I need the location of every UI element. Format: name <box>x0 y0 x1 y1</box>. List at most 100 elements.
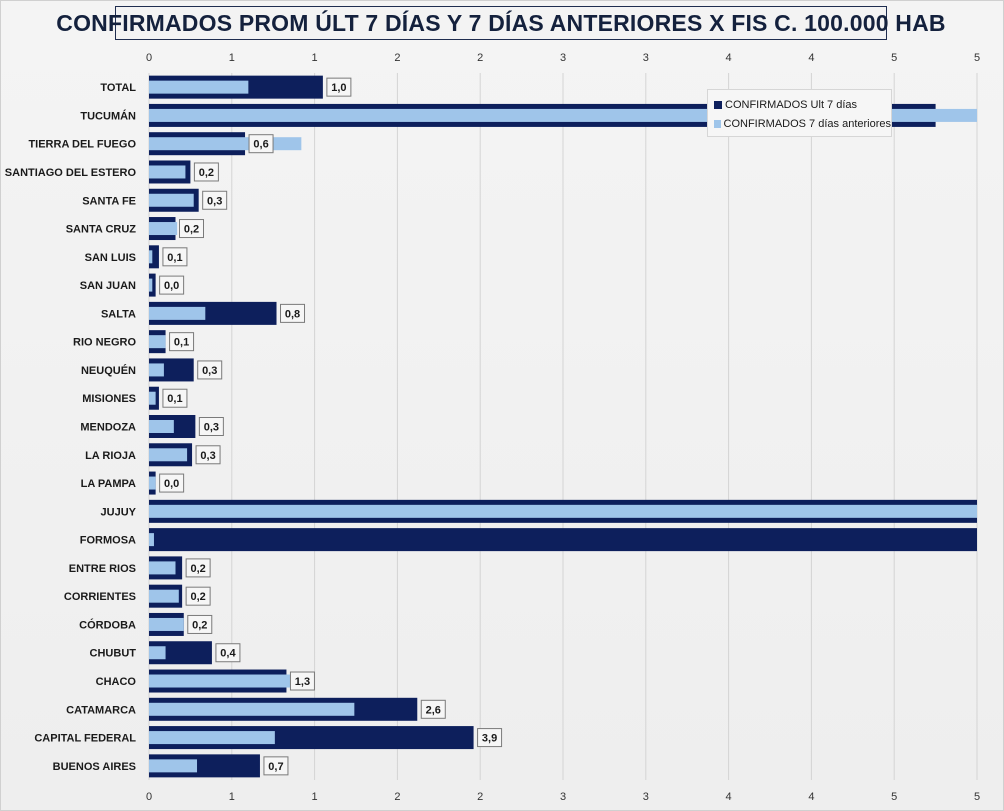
category-label: FORMOSA <box>80 535 136 547</box>
data-label-box <box>159 473 185 493</box>
x-tick-label-top: 0 <box>146 52 152 64</box>
category-label: CHACO <box>96 676 137 688</box>
x-tick-label-top: 3 <box>643 52 649 64</box>
data-label-box <box>280 303 306 323</box>
x-tick-label-bottom: 4 <box>726 791 732 803</box>
x-tick-label-bottom: 1 <box>312 791 318 803</box>
category-label: SALTA <box>101 308 136 320</box>
bar-previous <box>149 137 302 151</box>
data-label: 0,6 <box>253 139 268 151</box>
data-label: 0,0 <box>164 280 179 292</box>
data-label: 3,9 <box>482 733 497 745</box>
category-label: MENDOZA <box>80 422 136 434</box>
data-label-box <box>198 417 224 436</box>
data-label: 0,1 <box>174 337 189 349</box>
bar-previous <box>149 759 198 773</box>
data-label: 1,3 <box>295 676 310 688</box>
legend-label-current: CONFIRMADOS Ult 7 días <box>725 98 858 111</box>
data-label: 0,8 <box>285 308 300 320</box>
x-tick-label-bottom: 3 <box>560 791 566 803</box>
bar-previous <box>149 448 188 462</box>
data-label-box <box>326 77 352 97</box>
data-label: 0,2 <box>199 167 214 179</box>
bar-current <box>149 245 159 269</box>
data-label: 0,0 <box>164 478 179 490</box>
data-label-box <box>162 388 188 408</box>
bar-previous <box>149 731 275 745</box>
data-label: 0,4 <box>220 648 236 660</box>
data-label-box <box>195 445 221 465</box>
bar-previous <box>149 363 164 377</box>
legend-swatch-current <box>714 100 722 109</box>
x-tick-label-top: 5 <box>891 52 897 64</box>
bar-previous <box>149 278 153 292</box>
data-label: 2,6 <box>426 704 441 716</box>
category-label: BUENOS AIRES <box>53 761 136 773</box>
category-label: LA PAMPA <box>81 478 136 490</box>
bar-previous <box>149 165 186 179</box>
category-label: CATAMARCA <box>66 704 136 716</box>
category-label: SANTIAGO DEL ESTERO <box>5 167 137 179</box>
data-label-box <box>202 190 228 210</box>
bar-previous <box>149 646 166 660</box>
data-label-box <box>420 699 446 719</box>
x-tick-label-bottom: 2 <box>394 791 400 803</box>
x-tick-label-bottom: 0 <box>146 791 152 803</box>
bar-previous <box>149 504 977 518</box>
bar-previous <box>149 391 156 405</box>
category-label: TOTAL <box>100 82 136 94</box>
bar-current <box>149 528 977 552</box>
bar-previous <box>149 674 305 688</box>
legend-item-previous: CONFIRMADOS 7 días anteriores <box>714 114 891 133</box>
legend-item-current: CONFIRMADOS Ult 7 días <box>714 95 891 114</box>
x-tick-label-bottom: 2 <box>477 791 483 803</box>
x-tick-label-top: 4 <box>726 52 732 64</box>
data-label-box <box>289 671 315 691</box>
data-label-box <box>187 614 213 634</box>
data-label-box <box>169 332 195 352</box>
category-label: SAN JUAN <box>80 280 136 292</box>
bar-previous <box>149 193 194 207</box>
bar-previous <box>149 589 179 603</box>
data-label-box <box>185 558 211 578</box>
bar-previous <box>149 306 206 320</box>
data-label: 0,3 <box>204 422 219 434</box>
bar-previous <box>149 561 176 575</box>
category-label: SANTA FE <box>82 195 136 207</box>
bar-previous <box>149 702 355 716</box>
x-tick-label-bottom: 5 <box>974 791 980 803</box>
x-tick-label-bottom: 5 <box>891 791 897 803</box>
bar-previous <box>149 420 174 433</box>
data-label: 0,2 <box>190 563 205 575</box>
x-tick-label-top: 3 <box>560 52 566 64</box>
x-tick-label-top: 4 <box>808 52 814 64</box>
category-label: TUCUMÁN <box>80 109 136 122</box>
x-tick-label-bottom: 3 <box>643 791 649 803</box>
legend-swatch-previous <box>714 119 721 128</box>
category-label: MISIONES <box>82 393 136 405</box>
x-tick-label-top: 1 <box>229 52 235 64</box>
data-label-box <box>185 586 211 606</box>
category-label: ENTRE RIOS <box>69 563 136 575</box>
bar-previous <box>149 617 184 631</box>
data-label-box <box>477 728 503 748</box>
x-tick-label-top: 2 <box>394 52 400 64</box>
legend-label-previous: CONFIRMADOS 7 días anteriores <box>723 117 892 130</box>
bar-previous <box>149 533 154 547</box>
x-tick-label-top: 5 <box>974 52 980 64</box>
data-label: 0,7 <box>268 761 283 773</box>
data-label-box <box>215 643 241 663</box>
x-tick-label-top: 1 <box>312 52 318 64</box>
data-label-box <box>197 360 223 380</box>
data-label-box <box>248 134 274 154</box>
legend: CONFIRMADOS Ult 7 días CONFIRMADOS 7 día… <box>707 89 892 137</box>
data-label: 0,3 <box>200 450 215 462</box>
x-tick-label-top: 2 <box>477 52 483 64</box>
x-tick-label-bottom: 1 <box>229 791 235 803</box>
chart-title: CONFIRMADOS PROM ÚLT 7 DÍAS Y 7 DÍAS ANT… <box>56 6 946 40</box>
category-label: JUJUY <box>101 506 137 518</box>
bar-previous <box>149 476 156 490</box>
data-label-box <box>159 275 185 295</box>
category-label: CORRIENTES <box>64 591 136 603</box>
